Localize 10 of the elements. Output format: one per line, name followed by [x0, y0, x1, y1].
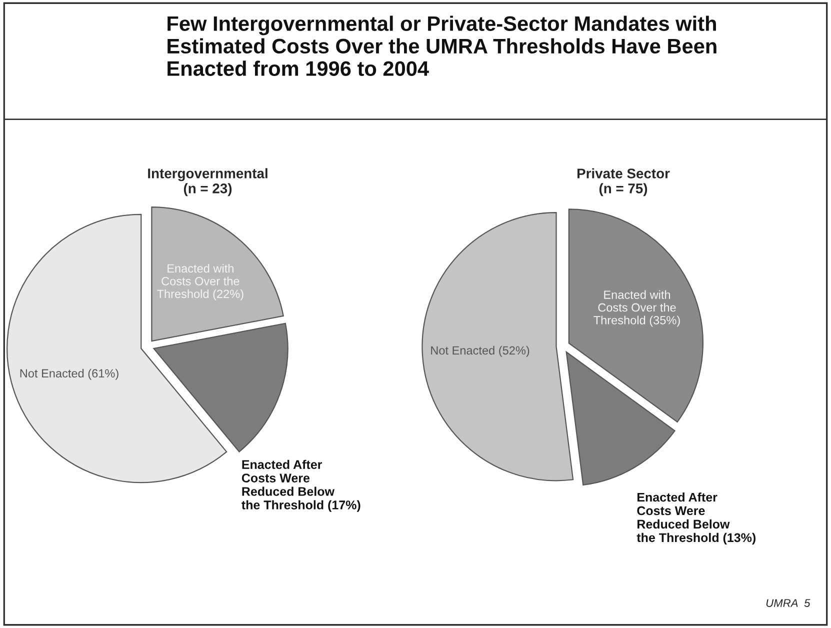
- slice-label: Enacted After Costs Were Reduced Below the Threshold (13%): [636, 492, 756, 545]
- text: UMRA 5: [766, 599, 810, 607]
- slice-label: Not Enacted (61%): [20, 368, 118, 380]
- slice-label: Not Enacted (52%): [431, 346, 530, 357]
- slice-label: Enacted with Costs Over the Threshold (35%): [594, 290, 680, 327]
- chart-subtitle: Private Sector (n = 75): [577, 168, 670, 196]
- slice-label: Enacted with Costs Over the Threshold (22%): [157, 264, 244, 300]
- slice-label: Enacted After Costs Were Reduced Below the Threshold (17%): [242, 460, 360, 512]
- text: Few Intergovernmental or Private-Sector Mandates with Estimated Costs Over the UMRA Thresholds Have Been Enacted from 1996 to 2004: [168, 16, 716, 76]
- chart-subtitle: Intergovernmental (n = 23): [148, 168, 268, 196]
